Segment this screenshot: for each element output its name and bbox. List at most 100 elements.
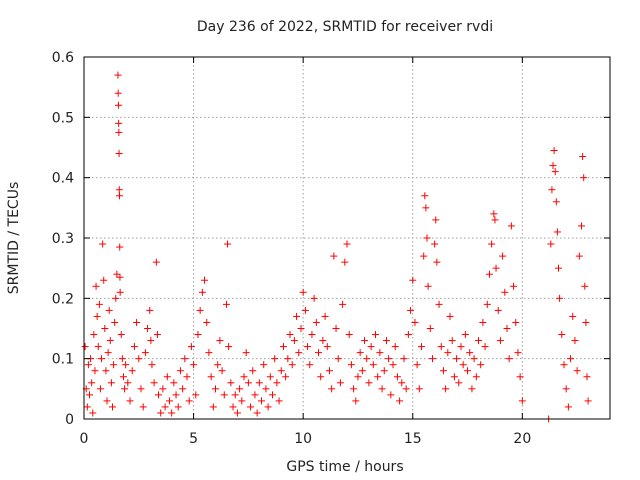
- data-point: [93, 312, 101, 320]
- data-point: [290, 337, 298, 345]
- data-point: [218, 367, 226, 375]
- data-point: [363, 355, 371, 363]
- data-point: [104, 349, 112, 357]
- data-point: [91, 367, 99, 375]
- data-point: [126, 397, 134, 405]
- data-point: [116, 243, 124, 251]
- x-tick-label: 0: [80, 431, 89, 447]
- data-point: [288, 361, 296, 369]
- data-point: [396, 397, 404, 405]
- data-point: [128, 367, 136, 375]
- data-point: [510, 282, 518, 290]
- data-point: [448, 337, 456, 345]
- data-point: [258, 397, 266, 405]
- data-point: [92, 282, 100, 290]
- data-point: [201, 276, 209, 284]
- data-point: [426, 325, 434, 332]
- data-point: [135, 355, 143, 363]
- y-tick-labels: 0 0.1 0.2 0.3 0.4 0.5 0.6: [52, 50, 74, 428]
- data-point: [207, 373, 215, 381]
- data-point: [212, 385, 219, 393]
- data-point: [552, 198, 560, 206]
- data-point: [137, 385, 145, 393]
- data-point: [584, 397, 592, 405]
- data-point: [507, 222, 515, 230]
- x-axis-label: GPS time / hours: [286, 459, 403, 475]
- y-tick-label: 0.1: [52, 352, 74, 368]
- data-point: [503, 325, 511, 332]
- data-point: [198, 288, 206, 296]
- data-point: [150, 379, 158, 387]
- data-point: [581, 282, 589, 290]
- data-point: [115, 186, 123, 194]
- data-point: [130, 343, 138, 351]
- data-point: [411, 318, 419, 326]
- gridlines: [84, 57, 610, 419]
- data-point: [339, 300, 347, 308]
- data-point: [122, 361, 130, 369]
- data-point: [554, 264, 562, 272]
- data-point: [299, 288, 307, 296]
- data-point: [365, 379, 373, 387]
- data-point: [277, 367, 285, 375]
- data-point: [317, 373, 325, 381]
- data-point: [356, 349, 364, 357]
- data-point: [190, 361, 198, 369]
- data-point: [103, 397, 111, 405]
- data-point: [88, 379, 96, 387]
- data-point: [101, 325, 109, 332]
- data-point: [380, 367, 388, 375]
- data-point: [203, 318, 211, 326]
- data-point: [233, 409, 241, 417]
- data-point: [369, 361, 377, 369]
- data-point: [325, 367, 333, 375]
- data-point: [470, 355, 478, 363]
- data-point: [111, 318, 119, 326]
- data-point: [491, 216, 499, 224]
- data-point: [475, 337, 482, 345]
- data-point: [347, 361, 355, 369]
- data-point: [153, 331, 161, 339]
- data-point: [512, 318, 520, 326]
- data-point: [116, 273, 124, 281]
- data-point: [547, 240, 555, 248]
- data-point: [85, 391, 93, 399]
- data-point: [479, 318, 487, 326]
- y-tick-label: 0: [65, 412, 74, 428]
- data-point: [147, 337, 155, 345]
- x-tick-label: 10: [294, 431, 312, 447]
- data-point: [548, 186, 556, 194]
- data-points: [81, 71, 592, 423]
- data-point: [157, 409, 165, 417]
- data-point: [304, 343, 312, 351]
- data-point: [83, 403, 91, 411]
- data-point: [385, 355, 393, 363]
- data-point: [264, 403, 272, 411]
- data-point: [468, 385, 476, 393]
- data-point: [558, 331, 566, 339]
- data-point: [308, 331, 316, 339]
- data-point: [84, 361, 92, 369]
- data-point: [514, 349, 522, 357]
- data-point: [343, 240, 351, 248]
- data-point: [378, 385, 386, 393]
- data-point: [453, 355, 461, 363]
- data-point: [556, 294, 564, 302]
- data-point: [268, 391, 276, 399]
- data-point: [312, 318, 320, 326]
- data-point: [98, 355, 106, 363]
- data-point: [196, 306, 204, 314]
- data-point: [501, 288, 509, 296]
- data-point: [580, 174, 588, 182]
- data-point: [159, 385, 167, 393]
- data-point: [253, 409, 261, 417]
- data-point: [242, 349, 250, 357]
- data-point: [336, 379, 344, 387]
- data-point: [262, 385, 270, 393]
- data-point: [115, 150, 123, 158]
- data-point: [115, 128, 123, 136]
- data-point: [444, 349, 452, 357]
- data-point: [367, 343, 375, 351]
- data-point: [255, 379, 263, 387]
- data-point: [99, 240, 107, 248]
